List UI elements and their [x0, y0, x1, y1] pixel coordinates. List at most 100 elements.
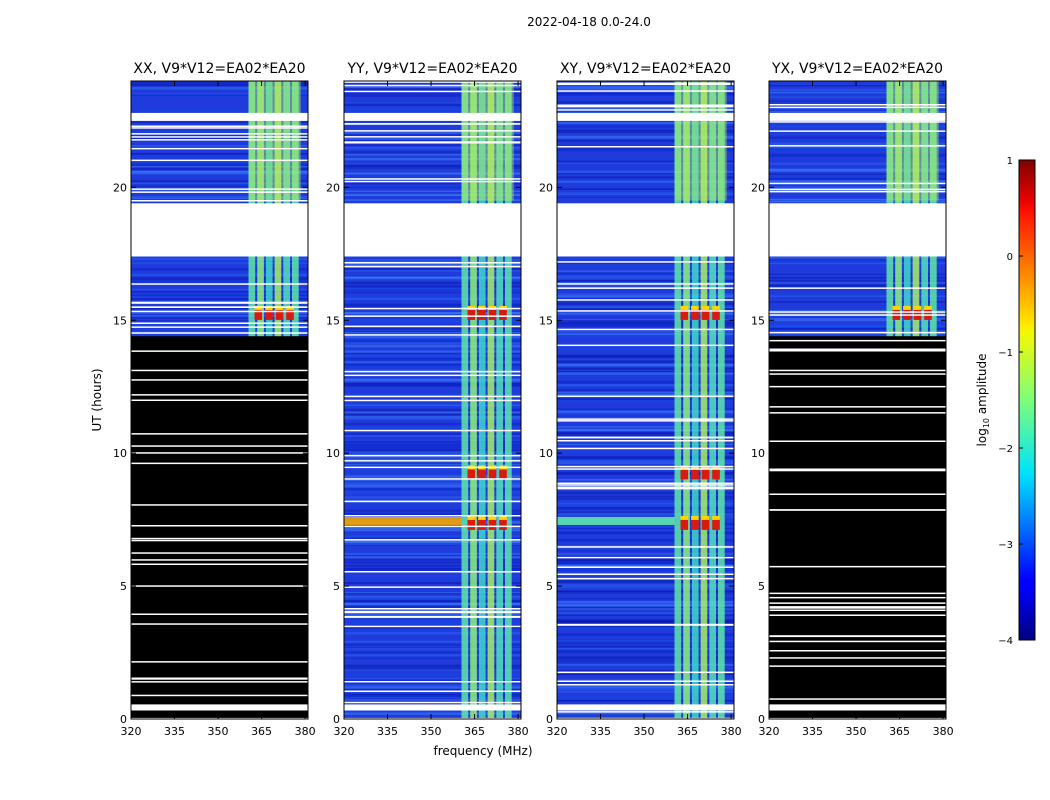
gap-line	[131, 661, 308, 663]
gap-line	[344, 399, 521, 402]
noise-row	[344, 146, 521, 150]
noise-row	[344, 448, 521, 450]
hot-cell	[478, 309, 486, 320]
noise-row	[769, 301, 946, 303]
noise-row	[344, 166, 521, 168]
gap-line	[344, 571, 521, 573]
noise-row	[769, 132, 946, 135]
gap-line	[131, 537, 308, 540]
noise-row	[557, 647, 734, 650]
gap-line	[769, 565, 946, 568]
noise-row	[131, 163, 308, 166]
panel-frame	[343, 80, 522, 720]
noise-row	[344, 526, 521, 530]
noise-row	[344, 575, 521, 578]
hot-cell-edge	[691, 305, 699, 310]
noise-row	[344, 441, 521, 444]
gap-line	[131, 399, 308, 401]
noise-row	[557, 279, 734, 282]
noise-row	[557, 478, 734, 481]
noise-row	[344, 459, 521, 461]
x-tick-label: 380	[721, 725, 742, 738]
noise-row	[131, 172, 308, 175]
noise-row	[769, 284, 946, 287]
gap-line	[131, 306, 308, 308]
noise-row	[344, 164, 521, 168]
noise-row	[769, 329, 946, 331]
y-axis-label: UT (hours)	[90, 368, 104, 431]
noise-row	[557, 491, 734, 495]
noise-row	[769, 280, 946, 282]
noise-row	[131, 185, 308, 187]
noise-row	[344, 657, 521, 660]
noise-row	[344, 357, 521, 360]
hot-cell	[499, 309, 507, 320]
colorbar-label-sub: 10	[982, 418, 991, 428]
noise-row	[131, 121, 308, 124]
noise-row	[131, 314, 308, 316]
noise-row	[131, 197, 308, 200]
noise-row	[131, 86, 308, 90]
noise-row	[557, 265, 734, 268]
gap-line	[557, 447, 734, 450]
gap-line	[769, 190, 946, 193]
noise-row	[131, 317, 308, 319]
gap-line	[344, 466, 521, 469]
noise-row	[131, 323, 308, 327]
noise-row	[557, 120, 734, 123]
gap-line	[557, 344, 734, 347]
gap-line	[131, 525, 308, 527]
y-tick-label: 15	[751, 314, 765, 327]
noise-row	[344, 644, 521, 646]
noise-row	[344, 134, 521, 137]
gap-line	[557, 104, 734, 106]
noise-row	[344, 138, 521, 140]
noise-row	[344, 512, 521, 515]
noise-row	[344, 163, 521, 165]
gap-line	[344, 315, 521, 317]
gap-line	[344, 478, 521, 480]
noise-row	[344, 451, 521, 454]
hot-cell	[467, 309, 476, 320]
gap-line	[344, 136, 521, 138]
data-gap	[557, 112, 734, 121]
noise-row	[557, 550, 734, 552]
gap-line	[344, 690, 521, 692]
x-tick-label: 365	[464, 725, 485, 738]
noise-row	[557, 306, 734, 309]
gap-line	[131, 302, 308, 304]
hot-cell-edge	[691, 515, 699, 520]
noise-row	[557, 359, 734, 363]
rfi-band-upper	[461, 81, 514, 201]
gap-line	[557, 82, 734, 85]
noise-row	[344, 688, 521, 690]
hot-cell-edge	[892, 305, 901, 310]
noise-row	[769, 85, 946, 87]
noise-row	[557, 122, 734, 124]
x-tick-label: 350	[846, 725, 867, 738]
noise-row	[769, 187, 946, 189]
panel-title: XX, V9*V12=EA02*EA20	[133, 61, 305, 77]
noise-row	[131, 280, 308, 283]
colorbar-label-suffix: amplitude	[975, 354, 989, 418]
noise-row	[344, 620, 521, 623]
noise-row	[344, 443, 521, 447]
noise-row	[344, 287, 521, 291]
noise-row	[344, 172, 521, 175]
noise-row	[344, 642, 521, 645]
noise-row	[557, 432, 734, 434]
noise-row	[344, 602, 521, 606]
y-tick-label: 0	[546, 713, 553, 726]
noise-row	[557, 293, 734, 297]
noise-row	[344, 336, 521, 338]
gap-line	[344, 611, 521, 614]
noise-row	[769, 325, 946, 328]
y-tick-label: 0	[333, 713, 340, 726]
noise-row	[769, 323, 946, 325]
noise-row	[344, 685, 521, 687]
noise-row	[769, 282, 946, 284]
noise-row	[344, 653, 521, 657]
noise-row	[131, 261, 308, 265]
y-tick-label: 20	[751, 181, 765, 194]
noise-row	[557, 714, 734, 717]
